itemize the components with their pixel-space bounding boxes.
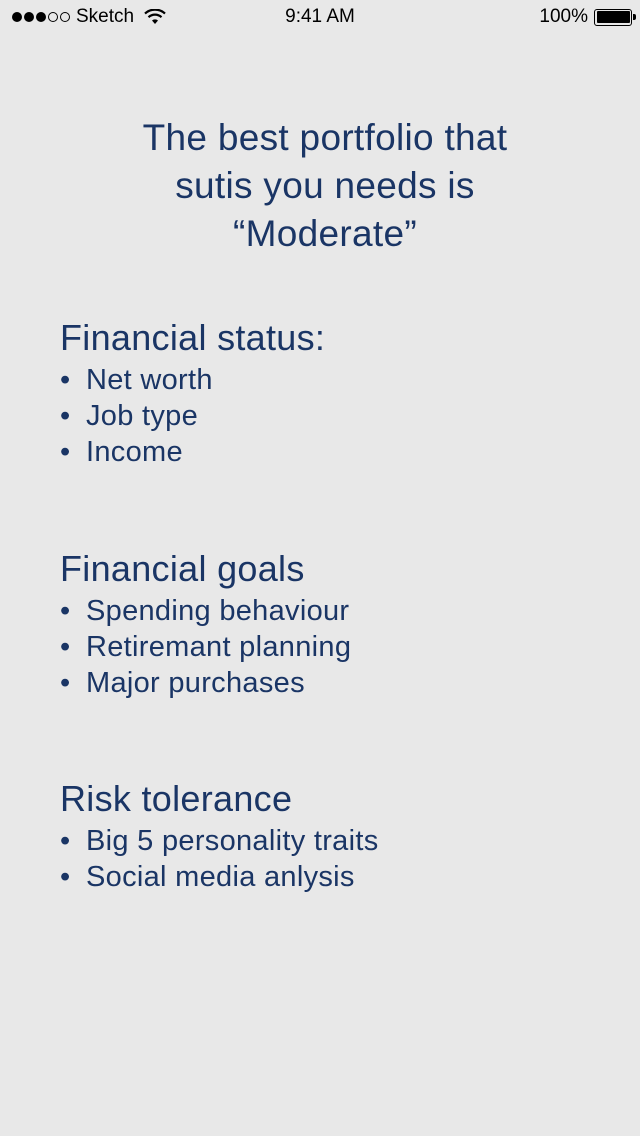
section-financial-status: Financial status: • Net worth • Job type •… [60,318,600,470]
section-risk-tolerance: Risk tolerance • Big 5 personality traits… [60,779,600,895]
list-item: • Spending behaviour [60,595,350,627]
list-item: • Income [60,436,183,468]
status-time: 9:41 AM [285,6,355,27]
list-item: • Social media anlysis [60,861,355,893]
list-item: • Major purchases [60,667,305,699]
carrier-name: Sketch [76,6,135,27]
list-item: • Big 5 personality traits [60,825,379,857]
list-item: • Retiremant planning [60,631,352,663]
headline-line-1: The best portfolio that [142,117,508,158]
result-headline: The best portfolio that sutis you needs … [60,114,590,258]
section-title: Financial status: [60,317,326,358]
status-right: 100% [539,6,636,28]
status-left: Sketch [12,6,166,28]
list-item: • Net worth [60,364,213,396]
wifi-icon [144,9,166,25]
battery-percentage: 100% [539,6,588,27]
headline-line-2: sutis you needs is [175,165,475,206]
signal-strength-icon [12,12,70,22]
section-list: • Big 5 personality traits • Social media … [60,823,600,895]
battery-icon [594,8,636,26]
section-title: Risk tolerance [60,778,293,819]
section-financial-goals: Financial goals • Spending behaviour • Ret… [60,549,600,701]
list-item: • Job type [60,400,199,432]
section-list: • Spending behaviour • Retiremant planning… [60,593,600,701]
section-list: • Net worth • Job type • Income [60,362,600,470]
headline-line-3: “Moderate” [233,213,417,254]
section-title: Financial goals [60,548,305,589]
status-bar: Sketch 9:41 AM 100% [0,0,640,34]
